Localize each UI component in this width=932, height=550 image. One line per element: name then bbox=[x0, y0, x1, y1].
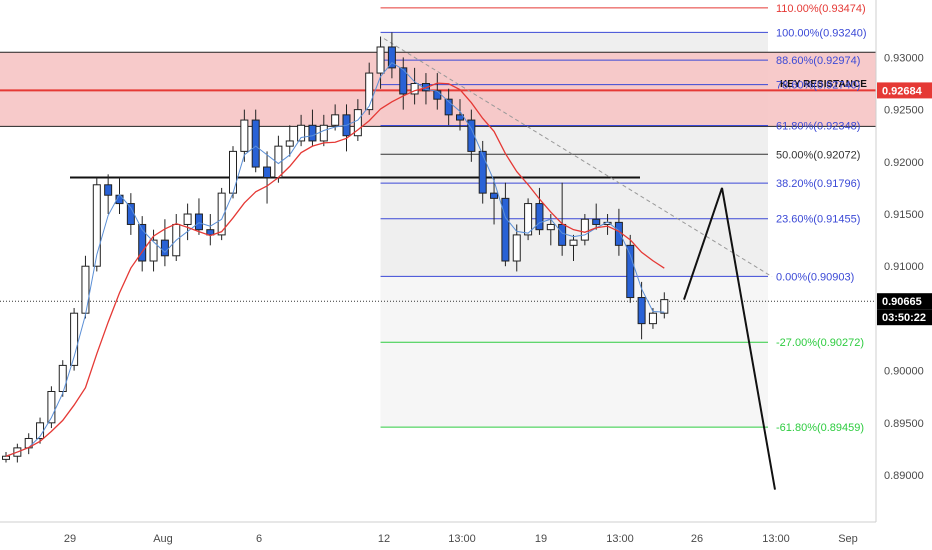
price-tag-label: 0.92684 bbox=[882, 85, 923, 97]
candle-body bbox=[183, 213, 192, 225]
y-tick-label: 0.93000 bbox=[884, 52, 924, 64]
candle-body bbox=[104, 184, 113, 196]
price-tag-bg bbox=[877, 293, 932, 310]
candle-body bbox=[558, 223, 567, 246]
fib-label: -61.80%(0.89459) bbox=[776, 422, 864, 434]
candle-body bbox=[160, 239, 169, 257]
price-tag-label: 0.90665 bbox=[882, 296, 922, 308]
resistance-zone-layer: KEY RESISTANCE bbox=[0, 51, 876, 127]
candle-body bbox=[240, 119, 249, 152]
y-tick-label: 0.89500 bbox=[884, 418, 924, 430]
candle-body bbox=[138, 223, 147, 262]
time-axis: 29 Aug 6 12 13:00 19 13:00 26 13:00 Sep bbox=[0, 521, 876, 545]
key-resistance-label: KEY RESISTANCE bbox=[780, 79, 867, 90]
fib-label: 110.00%(0.93474) bbox=[776, 3, 866, 15]
x-tick-label: 29 bbox=[64, 533, 76, 545]
x-tick-label: 13:00 bbox=[448, 533, 476, 545]
candle-body bbox=[353, 109, 362, 137]
fib-label: 23.60%(0.91455) bbox=[776, 214, 860, 226]
fib-label: -27.00%(0.90272) bbox=[776, 337, 864, 349]
candle-body bbox=[251, 119, 260, 168]
candle-body bbox=[126, 203, 135, 225]
candle-body bbox=[637, 297, 646, 325]
projection-path bbox=[683, 187, 776, 490]
candle-body bbox=[194, 213, 203, 231]
candle-body bbox=[217, 192, 226, 236]
fib-label: 78.60%(0.92740) bbox=[776, 80, 860, 92]
candle-body bbox=[331, 114, 340, 126]
fib-label: 88.60%(0.92974) bbox=[776, 55, 860, 67]
candle-body bbox=[70, 312, 79, 366]
y-tick-label: 0.90000 bbox=[884, 366, 924, 378]
trend-lines-layer bbox=[0, 38, 876, 302]
x-tick-label: 12 bbox=[378, 533, 390, 545]
candle-body bbox=[399, 67, 408, 95]
candle-body bbox=[546, 223, 555, 231]
fib-label: 38.20%(0.91796) bbox=[776, 178, 860, 190]
candle-body bbox=[297, 124, 306, 142]
moving-average-layer bbox=[5, 61, 665, 457]
x-tick-label: 19 bbox=[535, 533, 547, 545]
candle-body bbox=[660, 299, 669, 314]
candle-body bbox=[592, 218, 601, 225]
candle-body bbox=[626, 244, 635, 299]
candle-body bbox=[149, 239, 158, 262]
candles-layer bbox=[2, 32, 669, 463]
candle-body bbox=[512, 234, 521, 262]
candle-body bbox=[387, 46, 396, 69]
trend-line-dashed bbox=[383, 38, 773, 278]
sma-slow-line bbox=[5, 82, 665, 457]
candle-body bbox=[285, 140, 294, 147]
candle-body bbox=[478, 150, 487, 194]
candle-body bbox=[433, 90, 442, 100]
candle-body bbox=[444, 98, 453, 116]
fib-levels-layer: 110.00%(0.93474) 100.00%(0.93240) 88.60%(0… bbox=[380, 3, 867, 434]
candle-body bbox=[376, 46, 385, 74]
candle-body bbox=[535, 203, 544, 231]
candle-body bbox=[490, 192, 499, 199]
sma-fast-line bbox=[5, 61, 665, 457]
price-tag-label: 03:50:22 bbox=[882, 312, 926, 324]
candle-body bbox=[58, 364, 67, 392]
x-tick-label: Sep bbox=[838, 533, 858, 545]
x-tick-label: 13:00 bbox=[762, 533, 790, 545]
y-tick-label: 0.92000 bbox=[884, 157, 924, 169]
y-tick-label: 0.91500 bbox=[884, 209, 924, 221]
fib-label: 50.00%(0.92072) bbox=[776, 149, 860, 161]
candle-body bbox=[410, 83, 419, 95]
candle-body bbox=[47, 391, 56, 424]
y-tick-label: 0.92500 bbox=[884, 105, 924, 117]
resistance-zone bbox=[0, 52, 876, 127]
candle-body bbox=[319, 124, 328, 142]
fib-label: 0.00%(0.90903) bbox=[776, 271, 854, 283]
candle-body bbox=[263, 166, 272, 178]
y-tick-label: 0.89000 bbox=[884, 470, 924, 482]
candle-body bbox=[648, 312, 657, 325]
candle-body bbox=[92, 184, 101, 267]
candle-body bbox=[2, 455, 10, 460]
candle-body bbox=[308, 124, 317, 142]
x-tick-label: 26 bbox=[691, 533, 703, 545]
candle-body bbox=[81, 265, 90, 314]
projection-layer bbox=[683, 187, 776, 490]
fib-label: 61.80%(0.92348) bbox=[776, 120, 860, 132]
x-tick-label: 13:00 bbox=[606, 533, 634, 545]
candle-body bbox=[229, 150, 237, 194]
candle-body bbox=[524, 203, 533, 236]
price-tags-layer: 0.92684 0.90665 03:50:22 bbox=[877, 82, 932, 326]
price-tag-bg bbox=[877, 309, 932, 326]
candle-body bbox=[365, 72, 374, 111]
candle-body bbox=[501, 197, 510, 262]
candle-body bbox=[569, 239, 578, 246]
fib-label: 100.00%(0.93240) bbox=[776, 27, 867, 39]
fib-shade-lower bbox=[380, 276, 768, 428]
x-tick-label: 6 bbox=[256, 533, 262, 545]
candle-body bbox=[580, 218, 589, 241]
price-tag-bg bbox=[877, 82, 932, 99]
x-tick-label: Aug bbox=[153, 533, 173, 545]
y-tick-label: 0.91000 bbox=[884, 261, 924, 273]
